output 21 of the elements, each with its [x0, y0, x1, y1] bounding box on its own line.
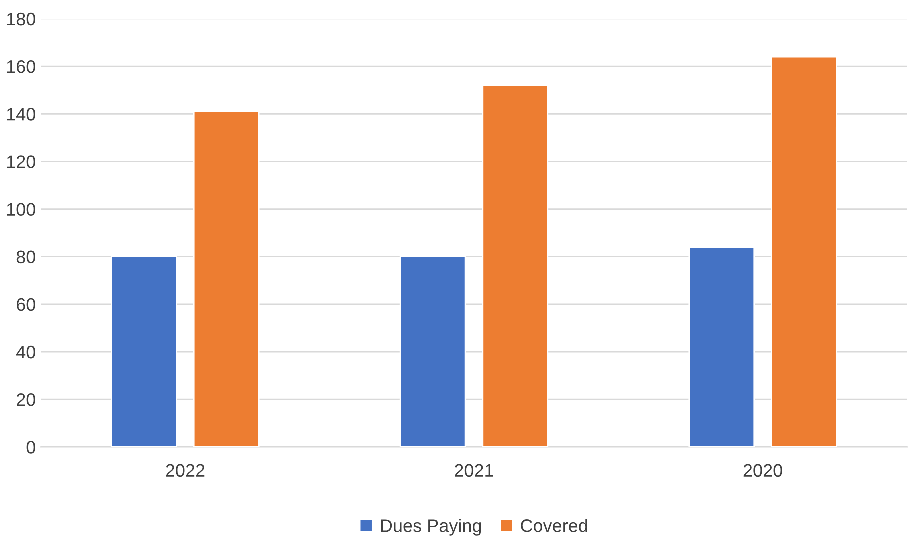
x-tick-label: 2022 — [166, 464, 205, 478]
y-tick-label: 80 — [16, 250, 36, 264]
x-tick-label: 2020 — [744, 464, 782, 478]
bar — [400, 256, 466, 448]
y-tick-label: 0 — [26, 441, 36, 454]
y-tick-label: 60 — [17, 298, 36, 312]
y-tick-label: 160 — [7, 60, 36, 74]
legend-label: Dues Paying — [381, 519, 482, 536]
y-tick-label: 100 — [7, 203, 36, 216]
x-tick-label: 2021 — [455, 464, 494, 478]
bar — [482, 84, 549, 448]
bar — [771, 56, 838, 448]
y-tick-label: 140 — [7, 108, 36, 121]
y-tick-label: 120 — [7, 156, 36, 168]
bar — [111, 256, 178, 448]
y-tick-label: 20 — [17, 394, 36, 406]
legend-label: Covered — [521, 519, 588, 532]
bar — [193, 111, 260, 448]
y-tick-label: 40 — [16, 346, 36, 359]
bar — [688, 246, 756, 448]
y-tick-label: 180 — [7, 12, 36, 26]
